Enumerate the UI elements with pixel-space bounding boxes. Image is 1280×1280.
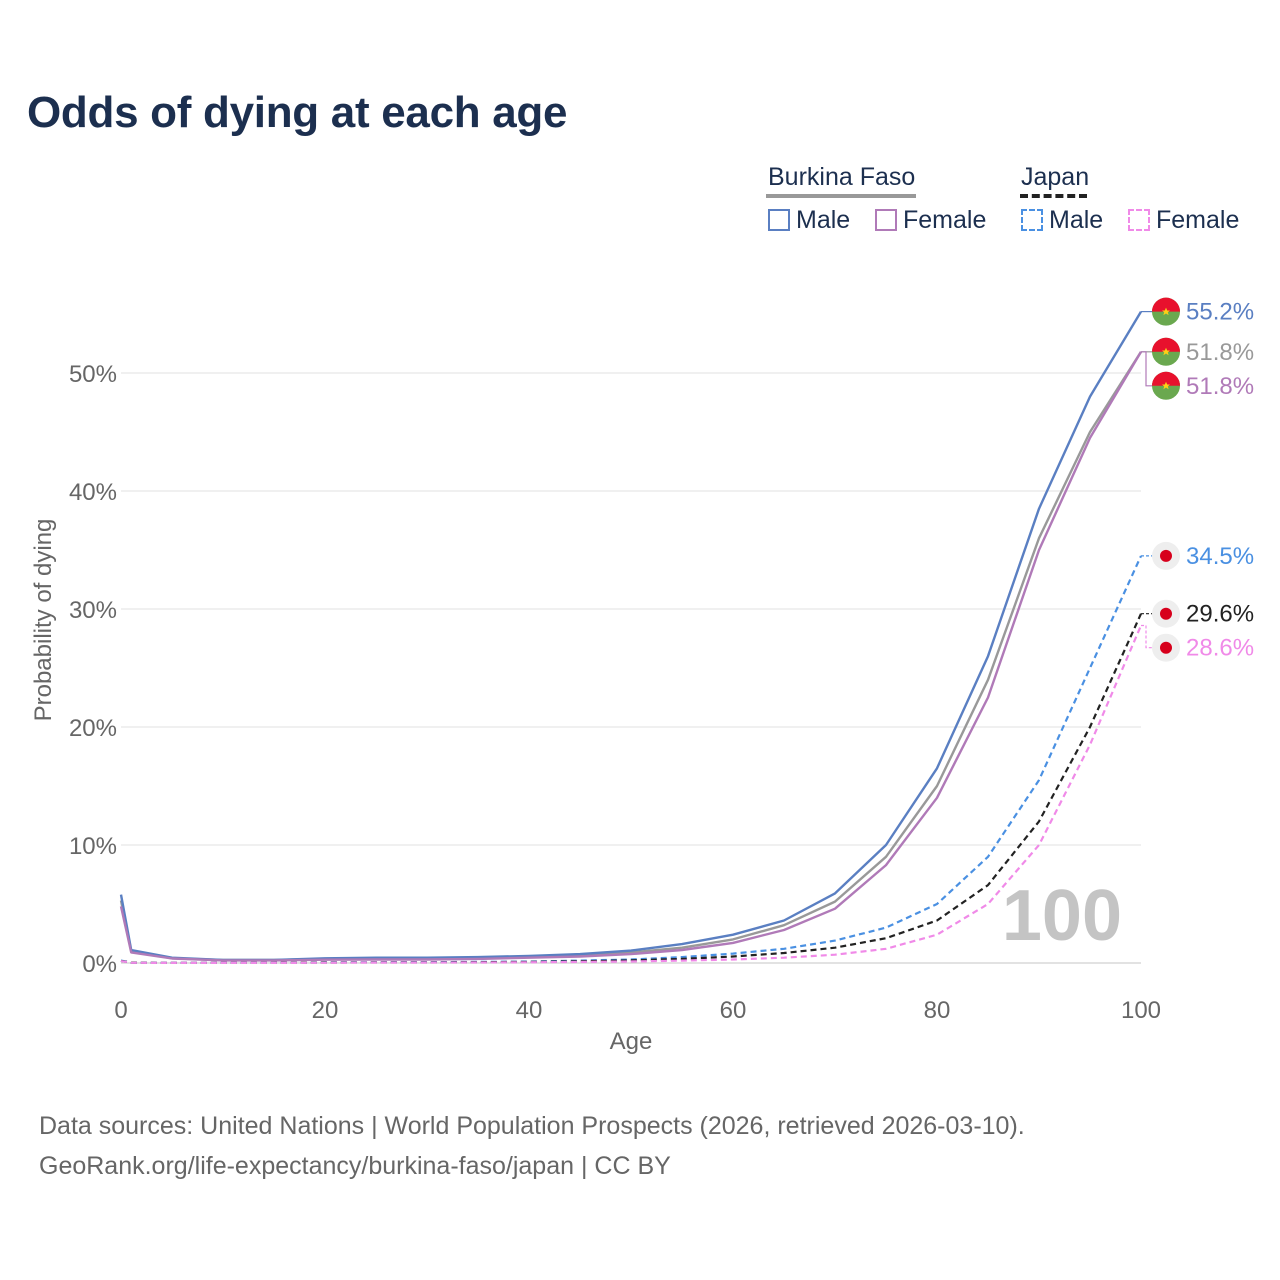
legend-item-jp-female[interactable]: Female: [1128, 205, 1239, 235]
x-tick-label: 60: [720, 997, 747, 1024]
x-tick-label: 40: [516, 997, 543, 1024]
end-connector: [1141, 351, 1153, 387]
japan-flag-icon: [1152, 633, 1180, 662]
japan-flag-icon: [1152, 599, 1180, 628]
y-axis-label: Probability of dying: [30, 519, 57, 722]
series-line-japan-female[interactable]: [120, 625, 1143, 964]
y-tick-label: 40%: [69, 479, 117, 506]
y-tick-label: 50%: [69, 361, 117, 388]
legend-label-bf-male: Male: [796, 205, 851, 234]
y-tick-label: 10%: [69, 833, 117, 860]
burkina-faso-flag-icon: [1152, 297, 1181, 326]
legend-line-japan: [1020, 194, 1087, 198]
x-tick-label: 0: [114, 997, 127, 1024]
burkina-faso-flag-icon: [1152, 337, 1181, 366]
legend-label-jp-male: Male: [1049, 205, 1104, 234]
x-axis-label: Age: [610, 1028, 653, 1055]
chart-title: Odds of dying at each age: [27, 88, 568, 137]
legend-line-burkina-faso: [766, 194, 916, 198]
japan-flag-icon: [1152, 541, 1180, 570]
source-note: Data sources: United Nations | World Pop…: [39, 1106, 1025, 1186]
series-line-burkina-faso-male[interactable]: [119, 310, 1143, 962]
line-chart: 100 51.8% 55.2% 51.8% 34.5% 29.6% 28.6% 0% 10%…: [30, 297, 1254, 1055]
legend-item-bf-female[interactable]: Female: [875, 205, 986, 235]
end-value-label: 51.8%: [1186, 373, 1254, 400]
end-value-label: 29.6%: [1186, 601, 1254, 628]
legend-swatch-jp-male: [1021, 209, 1043, 231]
legend-item-bf-male[interactable]: Male: [768, 205, 850, 235]
legend-swatch-jp-female: [1128, 209, 1150, 231]
legend-swatch-bf-male: [768, 209, 790, 231]
end-value-label: 55.2%: [1186, 299, 1254, 326]
series-line-burkina-faso-female[interactable]: [119, 351, 1143, 962]
series-line-japan-total[interactable]: [120, 613, 1143, 964]
legend-group-burkina-faso: Burkina Faso: [768, 163, 916, 191]
end-value-label: 34.5%: [1186, 543, 1254, 570]
legend-group-japan: Japan: [1021, 163, 1090, 191]
x-tick-label: 80: [924, 997, 951, 1024]
source-line-2[interactable]: GeoRank.org/life-expectancy/burkina-faso…: [39, 1152, 671, 1180]
legend-label-bf-female: Female: [903, 205, 987, 234]
source-line-1: Data sources: United Nations | World Pop…: [39, 1112, 1025, 1140]
x-tick-label: 20: [312, 997, 339, 1024]
end-value-label: 51.8%: [1186, 339, 1254, 366]
y-tick-label: 30%: [69, 597, 117, 624]
burkina-faso-flag-icon: [1152, 371, 1181, 400]
x-tick-label: 100: [1121, 997, 1161, 1024]
age-marker: 100: [1002, 876, 1122, 956]
y-tick-label: 20%: [69, 715, 117, 742]
y-tick-label: 0%: [82, 951, 117, 978]
end-connector: [1141, 624, 1153, 649]
legend-label-jp-female: Female: [1156, 205, 1240, 234]
series-line-japan-male[interactable]: [120, 555, 1143, 964]
end-value-label: 28.6%: [1186, 635, 1254, 662]
legend-item-jp-male[interactable]: Male: [1021, 205, 1103, 235]
legend-swatch-bf-female: [875, 209, 897, 231]
